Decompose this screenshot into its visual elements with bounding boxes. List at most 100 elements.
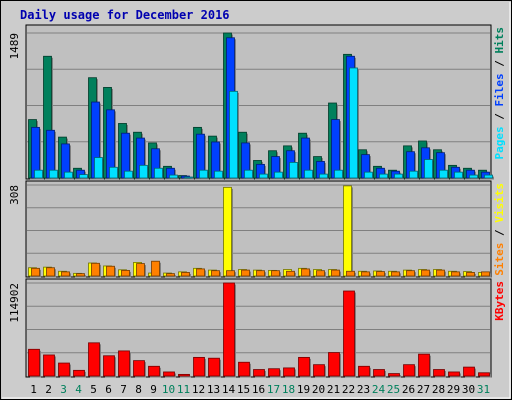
series-axis-label: Pages / Files / Hits (493, 27, 506, 160)
bar-kbytes-day-7 (118, 350, 131, 378)
x-tick-label-day-7: 7 (120, 383, 127, 396)
bar-sites-day-20 (316, 270, 326, 278)
bar-sites-day-13 (211, 270, 221, 278)
bar-pages-day-2 (49, 169, 59, 180)
bar-pages-day-10 (169, 174, 179, 180)
bar-pages-day-11 (184, 176, 194, 180)
x-tick-label-day-27: 27 (417, 383, 430, 396)
bar-kbytes-day-31 (478, 372, 491, 378)
bar-kbytes-day-28 (433, 369, 446, 378)
x-tick-label-day-6: 6 (105, 383, 112, 396)
bar-kbytes-day-19 (298, 356, 311, 378)
y-max-label: 1489 (8, 33, 21, 60)
bar-sites-day-7 (121, 269, 131, 278)
bar-sites-day-23 (361, 271, 371, 278)
bar-pages-day-16 (259, 173, 269, 180)
bar-pages-day-24 (379, 173, 389, 180)
x-tick-label-day-10: 10 (162, 383, 175, 396)
bar-sites-day-10 (166, 273, 176, 278)
bar-kbytes-day-12 (193, 356, 206, 378)
x-tick-label-day-14: 14 (222, 383, 236, 396)
bar-sites-day-14 (226, 270, 236, 278)
x-tick-label-day-17: 17 (267, 383, 280, 396)
bar-sites-day-27 (421, 269, 431, 278)
bar-pages-day-18 (289, 162, 299, 180)
x-tick-label-day-25: 25 (387, 383, 400, 396)
bar-pages-day-4 (79, 174, 89, 180)
bar-pages-day-26 (409, 170, 419, 180)
bar-kbytes-day-26 (403, 364, 416, 378)
series-axis-label: KBytes (493, 281, 506, 321)
series-axis-label-part: Files (493, 73, 506, 106)
x-axis-tick-labels: 1 2 3 4 5 6 7 8 9 10 11 12 13 14 15 16 17 18 19 20 21 22 23 24 2… (30, 383, 490, 396)
panel-kbytes: 114902 KBytes (8, 278, 506, 378)
bar-pages-day-9 (154, 167, 164, 180)
bar-kbytes-day-16 (253, 369, 266, 378)
bar-sites-day-29 (451, 271, 461, 278)
bar-pages-day-22 (349, 67, 359, 180)
bar-pages-day-8 (139, 164, 149, 180)
bar-pages-day-12 (199, 169, 209, 180)
bar-kbytes-day-14 (223, 282, 236, 378)
bar-kbytes-day-30 (463, 366, 476, 378)
bar-sites-day-12 (196, 268, 206, 278)
x-tick-label-day-9: 9 (150, 383, 157, 396)
bar-pages-day-14 (229, 90, 239, 180)
bar-pages-day-25 (394, 173, 404, 180)
bar-kbytes-day-15 (238, 361, 251, 378)
bar-kbytes-day-3 (58, 362, 71, 378)
bar-sites-day-21 (331, 269, 341, 278)
x-tick-label-day-11: 11 (177, 383, 190, 396)
bar-sites-day-1 (31, 267, 41, 278)
x-tick-label-day-15: 15 (237, 383, 250, 396)
bar-kbytes-day-27 (418, 353, 431, 378)
chart-panels: 1489 Pages / Files / Hits 308 Sites / Visit… (8, 24, 506, 378)
bar-kbytes-day-20 (313, 364, 326, 378)
x-tick-label-day-30: 30 (462, 383, 475, 396)
bar-sites-day-4 (76, 273, 86, 278)
bar-pages-day-19 (304, 169, 314, 180)
bar-sites-day-30 (466, 272, 476, 278)
bar-sites-day-17 (271, 270, 281, 278)
bar-sites-day-15 (241, 269, 251, 278)
bar-sites-day-31 (481, 271, 491, 278)
series-axis-label-part: / (493, 54, 506, 74)
panel-pages-files-hits: 1489 Pages / Files / Hits (8, 24, 506, 180)
series-axis-label-part: Visits (493, 183, 506, 223)
x-tick-label-day-1: 1 (30, 383, 37, 396)
series-axis-label-part: / (493, 223, 506, 243)
panel-bars (28, 32, 494, 180)
series-axis-label-part: Pages (493, 126, 506, 159)
bar-visits-day-22 (343, 185, 353, 278)
x-tick-label-day-16: 16 (252, 383, 265, 396)
x-tick-label-day-3: 3 (60, 383, 67, 396)
bar-kbytes-day-21 (328, 352, 341, 378)
bar-kbytes-day-8 (133, 360, 146, 378)
bar-pages-day-15 (244, 169, 254, 180)
x-tick-label-day-21: 21 (327, 383, 340, 396)
bar-sites-day-18 (286, 270, 296, 278)
bar-sites-day-6 (106, 265, 116, 278)
x-tick-label-day-4: 4 (75, 383, 82, 396)
bar-kbytes-day-4 (73, 369, 86, 378)
bar-sites-day-26 (406, 270, 416, 278)
bar-pages-day-6 (109, 166, 119, 180)
x-tick-label-day-26: 26 (402, 383, 415, 396)
bar-pages-day-27 (424, 159, 434, 180)
series-axis-label-part: Sites (493, 243, 506, 276)
chart-title: Daily usage for December 2016 (20, 8, 230, 22)
x-tick-label-day-19: 19 (297, 383, 310, 396)
bar-sites-day-22 (346, 270, 356, 278)
series-axis-label-part: / (493, 107, 506, 127)
bar-kbytes-day-23 (358, 365, 371, 378)
bar-kbytes-day-22 (343, 290, 356, 378)
bar-sites-day-24 (376, 271, 386, 278)
x-tick-label-day-2: 2 (45, 383, 52, 396)
bar-pages-day-23 (364, 171, 374, 180)
series-axis-label: Sites / Visits (493, 183, 506, 276)
x-tick-label-day-23: 23 (357, 383, 370, 396)
y-max-label: 114902 (8, 283, 21, 323)
series-axis-label-part: KBytes (493, 281, 506, 321)
bar-sites-day-25 (391, 271, 401, 278)
